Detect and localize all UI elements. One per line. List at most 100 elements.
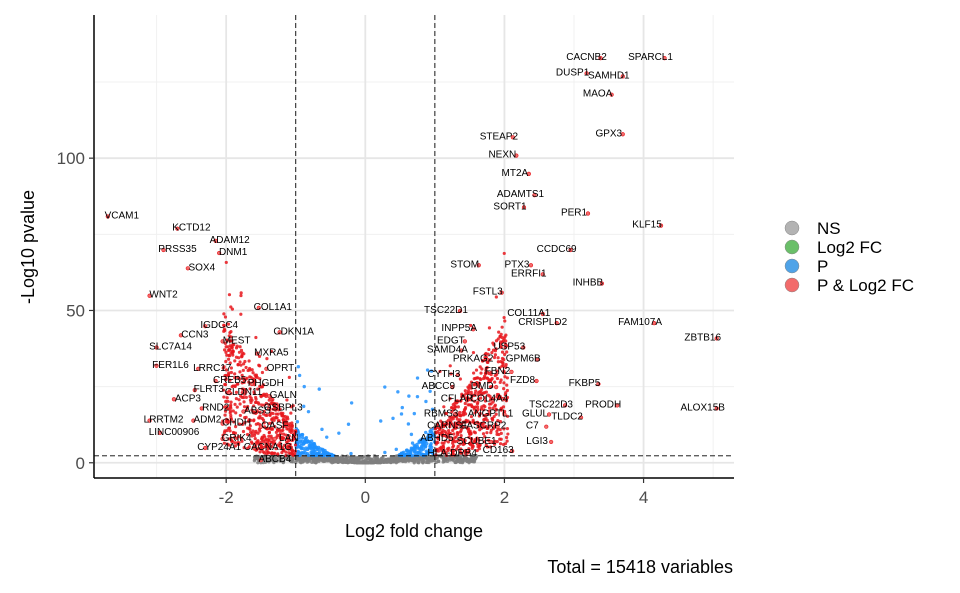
point-pfc — [502, 337, 506, 341]
point-pfc — [267, 434, 271, 438]
point-labeled — [620, 132, 625, 137]
point-labeled — [178, 333, 183, 338]
point-pfc — [226, 348, 231, 352]
point-pfc — [485, 418, 489, 422]
point-pfc — [222, 348, 227, 352]
point-p — [308, 446, 312, 450]
point-pfc — [229, 370, 233, 375]
point-pfc — [443, 439, 447, 443]
point-p — [424, 449, 429, 453]
point-pfc — [249, 418, 253, 422]
point-labeled — [185, 266, 190, 271]
gene-label: CACNA1G — [244, 442, 293, 453]
point-pfc — [224, 345, 228, 349]
point-pfc — [276, 419, 281, 423]
point-pfc — [254, 335, 258, 340]
point-pfc — [452, 449, 456, 453]
point-pfc — [227, 443, 231, 447]
point-pfc — [459, 434, 463, 438]
point-pfc — [500, 364, 504, 368]
point-pfc — [483, 435, 487, 439]
point-ns — [320, 457, 325, 462]
point-pfc — [238, 360, 242, 364]
point-ns — [441, 460, 445, 464]
gene-label: COL1A1 — [254, 302, 293, 313]
point-pfc — [449, 372, 453, 376]
point-pfc — [270, 418, 274, 422]
point-pfc — [228, 378, 232, 382]
point-pfc — [454, 425, 459, 430]
point-pfc — [440, 430, 444, 434]
point-pfc — [504, 435, 509, 440]
point-labeled — [501, 397, 506, 402]
point-pfc — [248, 394, 252, 399]
point-pfc — [235, 405, 239, 409]
point-pfc — [494, 408, 498, 412]
point-ns — [340, 459, 344, 464]
point-pfc — [277, 433, 281, 437]
point-pfc — [279, 445, 283, 449]
point-pfc — [495, 376, 500, 381]
point-pfc — [505, 388, 509, 393]
point-pfc — [226, 357, 231, 361]
point-p — [410, 441, 415, 445]
point-p — [425, 441, 429, 446]
point-labeled — [596, 381, 601, 387]
point-pfc — [256, 431, 260, 435]
point-pfc — [487, 409, 491, 413]
point-pfc — [502, 387, 506, 391]
point-pfc — [225, 406, 229, 410]
point-pfc — [237, 356, 241, 360]
gene-label: ABSS — [244, 405, 271, 416]
point-pfc — [503, 442, 508, 446]
axes — [93, 15, 734, 479]
point-pfc — [229, 351, 233, 355]
point-pfc — [434, 442, 438, 446]
point-labeled — [568, 247, 573, 253]
point-pfc — [494, 422, 498, 426]
point-pfc — [484, 372, 488, 376]
point-pfc — [471, 350, 476, 355]
point-pfc — [495, 369, 499, 373]
point-pfc — [281, 417, 285, 422]
gene-label: ABHD5 — [420, 433, 454, 444]
point-pfc — [451, 441, 455, 445]
legend-key-p — [784, 258, 800, 274]
x-tick-label: 0 — [361, 488, 370, 507]
point-pfc — [477, 414, 481, 418]
point-pfc — [492, 442, 497, 446]
point-pfc — [483, 405, 487, 409]
point-labeled — [267, 406, 272, 411]
point-pfc — [495, 432, 499, 436]
gene-label: EDGT — [437, 335, 465, 346]
point-labeled — [264, 366, 269, 371]
point-labeled — [105, 214, 110, 219]
point-p — [415, 376, 420, 380]
point-pfc — [463, 406, 468, 410]
point-pfc — [498, 428, 502, 432]
point-pfc — [253, 373, 257, 377]
gene-label: GPM6B — [506, 354, 541, 365]
point-labeled — [213, 378, 218, 384]
point-pfc — [229, 413, 233, 418]
point-ns — [252, 458, 257, 463]
point-p — [297, 373, 302, 378]
point-pfc — [474, 389, 478, 393]
point-p — [296, 445, 301, 449]
y-axis-ticks: 0 50 100 — [57, 149, 94, 473]
point-pfc — [231, 343, 235, 347]
point-p — [301, 446, 305, 450]
point-labeled — [203, 324, 208, 329]
point-pfc — [472, 439, 476, 444]
point-pfc — [448, 424, 452, 429]
point-p — [408, 449, 413, 453]
point-pfc — [488, 378, 492, 382]
point-pfc — [478, 377, 482, 381]
gene-label: CDKN1A — [273, 326, 314, 337]
gene-label: ABCC9 — [422, 381, 456, 392]
gene-label: PRSS35 — [158, 244, 197, 255]
point-pfc — [224, 399, 228, 404]
point-pfc — [442, 405, 446, 409]
legend-label: NS — [817, 219, 841, 238]
